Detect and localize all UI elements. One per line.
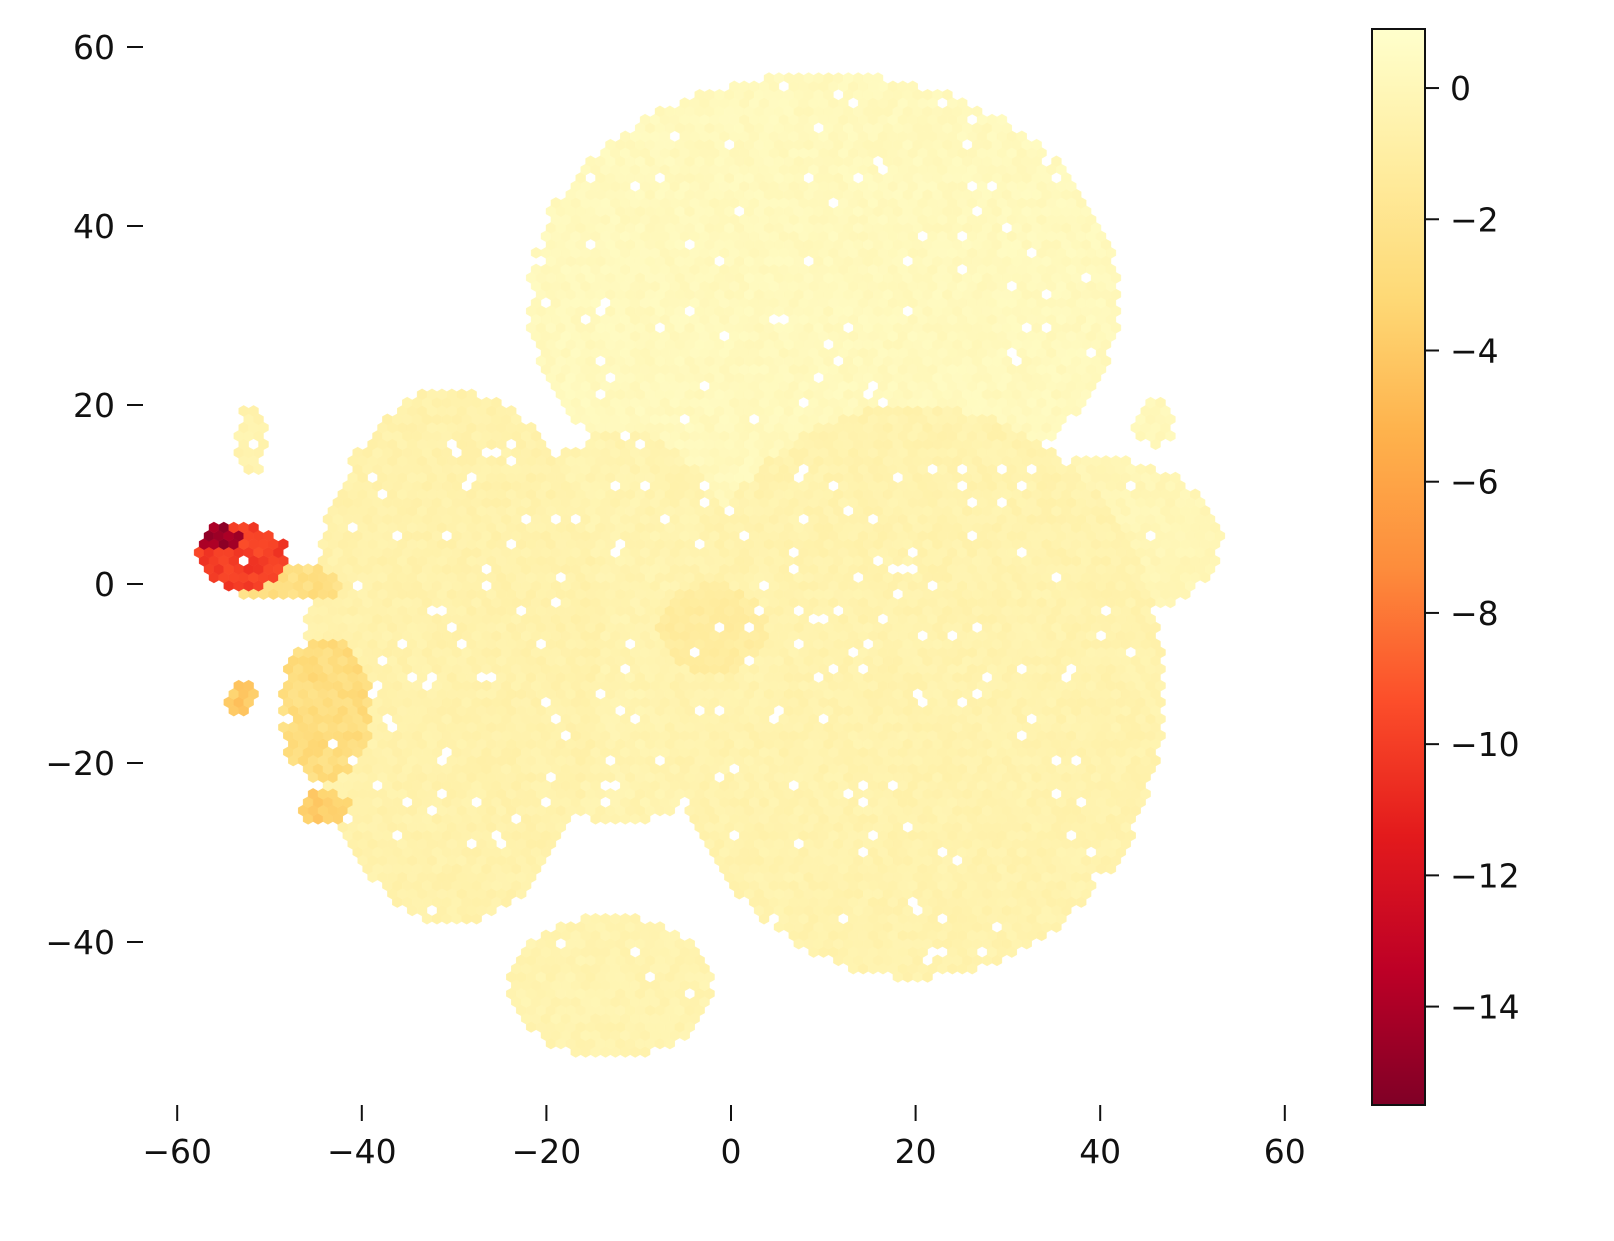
hex-cell xyxy=(684,937,695,950)
hex-cell xyxy=(654,921,666,933)
hexbin-cells xyxy=(193,72,1226,1058)
hex-cell xyxy=(669,929,680,942)
hex-cell xyxy=(630,912,641,925)
